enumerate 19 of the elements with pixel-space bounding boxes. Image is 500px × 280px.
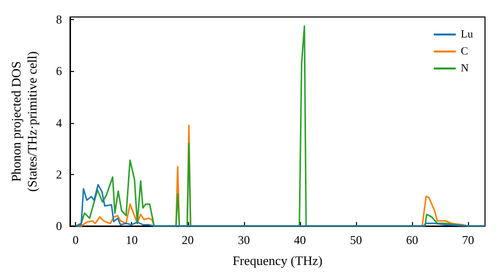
legend-label: C	[460, 46, 468, 58]
y-tick-label: 0	[56, 219, 62, 233]
x-tick-label: 60	[406, 233, 418, 247]
x-axis-title: Frequency (THz)	[232, 253, 322, 268]
y-tick-label: 4	[56, 116, 62, 130]
y-tick-label: 2	[56, 167, 62, 182]
line-series	[74, 184, 486, 227]
y-tick-label: 8	[56, 12, 62, 27]
x-tick-label: 10	[126, 233, 138, 247]
x-tick-label: 40	[294, 233, 306, 247]
x-tick-label: 20	[182, 233, 194, 247]
y-axis-title: Phonon projected DOS (States/THz·primitive cell)	[8, 51, 40, 192]
x-tick-label: 70	[462, 233, 474, 247]
x-tick-label: 30	[238, 233, 250, 247]
x-tick-label: 0	[72, 233, 79, 247]
y-tick-label: 6	[56, 64, 62, 78]
legend-label: N	[460, 62, 469, 74]
legend-label: Lu	[460, 28, 474, 40]
x-tick-label: 50	[350, 233, 362, 247]
